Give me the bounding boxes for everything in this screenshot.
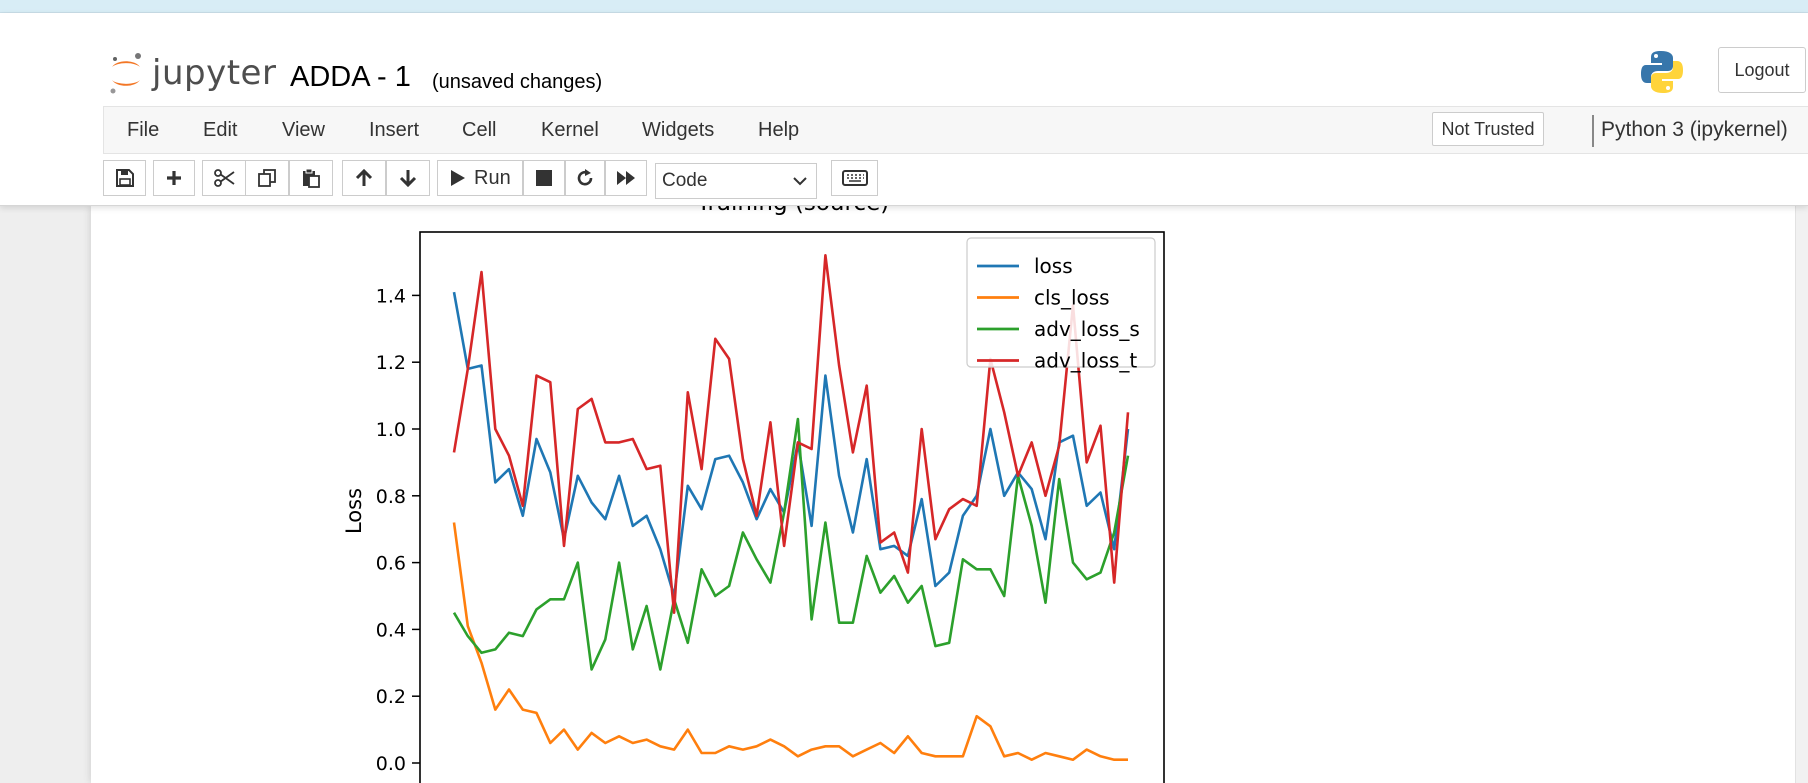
run-button[interactable]: Run bbox=[437, 160, 523, 196]
copy-button[interactable] bbox=[245, 160, 289, 196]
y-tick-label: 0.6 bbox=[376, 553, 406, 575]
fast-forward-icon bbox=[616, 170, 636, 186]
legend-label: loss bbox=[1034, 254, 1073, 278]
arrow-up-icon bbox=[355, 169, 373, 187]
cut-icon bbox=[213, 169, 235, 187]
menu-help[interactable]: Help bbox=[758, 119, 799, 142]
kernel-name[interactable]: Python 3 (ipykernel) bbox=[1601, 118, 1788, 142]
paste-icon bbox=[301, 168, 321, 188]
interrupt-button[interactable] bbox=[523, 160, 565, 196]
chart-legend: loss cls_loss adv_loss_s adv_loss_t bbox=[967, 238, 1155, 373]
legend-label: cls_loss bbox=[1034, 286, 1110, 310]
run-label: Run bbox=[474, 167, 511, 190]
restart-icon bbox=[575, 168, 595, 188]
y-axis-label: Loss bbox=[342, 488, 366, 534]
save-icon bbox=[116, 169, 134, 187]
save-button[interactable] bbox=[103, 160, 146, 196]
jupyter-logo[interactable]: jupyter bbox=[108, 49, 276, 97]
save-status: (unsaved changes) bbox=[432, 71, 602, 94]
restart-kernel-button[interactable] bbox=[565, 160, 605, 196]
stop-icon bbox=[536, 170, 552, 186]
python-logo-icon bbox=[1640, 49, 1684, 95]
browser-top-strip bbox=[0, 0, 1808, 13]
logout-button[interactable]: Logout bbox=[1718, 47, 1806, 93]
cell-type-value: Code bbox=[662, 170, 707, 192]
menu-edit[interactable]: Edit bbox=[203, 119, 237, 142]
jupyter-logo-text: jupyter bbox=[152, 53, 276, 93]
y-tick-label: 1.2 bbox=[376, 352, 406, 374]
chevron-down-icon bbox=[792, 173, 808, 189]
move-down-button[interactable] bbox=[386, 160, 430, 196]
y-tick-label: 0.4 bbox=[376, 619, 406, 641]
not-trusted-button[interactable]: Not Trusted bbox=[1432, 112, 1544, 146]
scrollbar-track[interactable] bbox=[1795, 206, 1808, 783]
restart-run-all-button[interactable] bbox=[605, 160, 647, 196]
notebook-content-area: Training (source) Loss 0.0 0.2 0.4 0.6 0.8 1.… bbox=[91, 206, 1808, 783]
menu-kernel[interactable]: Kernel bbox=[541, 119, 599, 142]
menu-file[interactable]: File bbox=[127, 119, 159, 142]
move-up-button[interactable] bbox=[342, 160, 386, 196]
y-tick-label: 0.2 bbox=[376, 686, 406, 708]
y-tick-label: 1.4 bbox=[376, 285, 406, 307]
y-axis-ticks: 0.0 0.2 0.4 0.6 0.8 1.0 1.2 1.4 bbox=[376, 285, 420, 775]
series-line-cls-loss bbox=[454, 523, 1128, 760]
plus-icon bbox=[166, 170, 182, 186]
arrow-down-icon bbox=[399, 169, 417, 187]
chart-title: Training (source) bbox=[696, 206, 889, 216]
cut-button[interactable] bbox=[202, 160, 246, 196]
insert-cell-button[interactable] bbox=[153, 160, 195, 196]
keyboard-icon bbox=[842, 170, 868, 186]
legend-label: adv_loss_t bbox=[1034, 349, 1137, 373]
paste-button[interactable] bbox=[289, 160, 333, 196]
kernel-separator bbox=[1592, 115, 1594, 147]
y-tick-label: 1.0 bbox=[376, 419, 406, 441]
notebook-title[interactable]: ADDA - 1 bbox=[290, 61, 411, 94]
legend-label: adv_loss_s bbox=[1034, 317, 1140, 341]
menu-view[interactable]: View bbox=[282, 119, 325, 142]
copy-icon bbox=[257, 168, 277, 188]
menu-bar: File Edit View Insert Cell Kernel Widget… bbox=[103, 106, 1808, 154]
training-loss-chart: Training (source) Loss 0.0 0.2 0.4 0.6 0.8 1.… bbox=[91, 206, 1808, 783]
jupyter-logo-icon bbox=[108, 51, 144, 95]
y-tick-label: 0.0 bbox=[376, 753, 406, 775]
run-icon bbox=[450, 169, 466, 187]
command-palette-button[interactable] bbox=[831, 160, 878, 196]
menu-insert[interactable]: Insert bbox=[369, 119, 419, 142]
menu-widgets[interactable]: Widgets bbox=[642, 119, 714, 142]
menu-cell[interactable]: Cell bbox=[462, 119, 496, 142]
cell-type-select[interactable]: Code bbox=[655, 163, 817, 199]
y-tick-label: 0.8 bbox=[376, 486, 406, 508]
